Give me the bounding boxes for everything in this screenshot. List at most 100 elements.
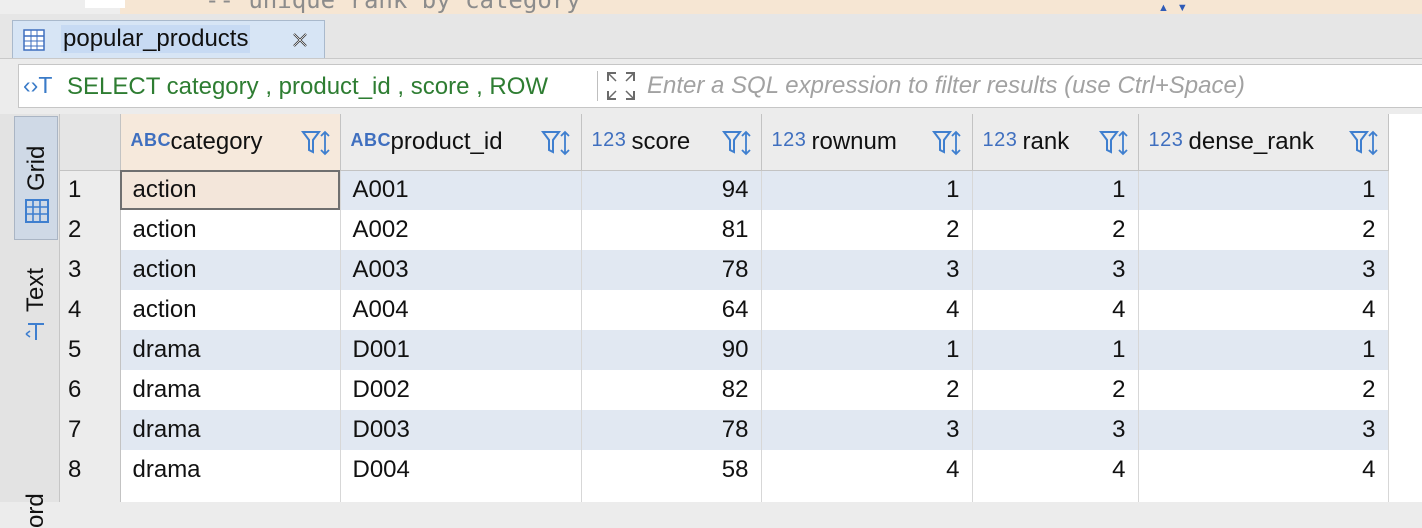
row-number-cell[interactable]: 3 xyxy=(60,250,121,290)
cell-rownum[interactable]: 3 xyxy=(761,250,973,290)
row-number-cell[interactable]: 8 xyxy=(60,450,121,490)
sql-query-preview[interactable]: SELECT category , product_id , score , R… xyxy=(67,73,549,100)
cell-rank[interactable]: 4 xyxy=(972,450,1139,490)
side-tab-record[interactable]: ord xyxy=(14,454,58,528)
cell-dense-rank[interactable]: 4 xyxy=(1138,450,1389,490)
cell-dense-rank[interactable]: 2 xyxy=(1138,210,1389,250)
cell-score[interactable]: 58 xyxy=(581,450,762,490)
side-tab-text[interactable]: Text xyxy=(14,264,58,364)
cell-category[interactable]: drama xyxy=(120,450,341,490)
row-number-cell[interactable]: 7 xyxy=(60,410,121,450)
cell-category[interactable]: action xyxy=(120,290,341,330)
row-number-cell[interactable]: 6 xyxy=(60,370,121,410)
table-row[interactable]: 5 drama D001 90 1 1 1 xyxy=(60,330,1389,370)
empty-cell xyxy=(1138,490,1389,502)
table-row[interactable]: 2 action A002 81 2 2 2 xyxy=(60,210,1389,250)
cell-category[interactable]: action xyxy=(120,250,341,290)
cell-rownum[interactable]: 4 xyxy=(761,290,973,330)
empty-cell xyxy=(340,490,582,502)
row-number-header[interactable] xyxy=(60,114,121,171)
cell-dense-rank[interactable]: 2 xyxy=(1138,370,1389,410)
cell-product-id[interactable]: A004 xyxy=(340,290,582,330)
cell-dense-rank[interactable]: 1 xyxy=(1138,330,1389,370)
table-row[interactable]: 7 drama D003 78 3 3 3 xyxy=(60,410,1389,450)
filter-separator xyxy=(597,71,598,101)
filter-sort-icon[interactable] xyxy=(931,128,962,158)
column-header-score[interactable]: 123 score xyxy=(581,114,762,171)
row-number-cell[interactable]: 2 xyxy=(60,210,121,250)
side-tab-grid[interactable]: Grid xyxy=(14,116,58,240)
close-icon[interactable] xyxy=(289,29,311,51)
filter-sort-icon[interactable] xyxy=(540,128,571,158)
column-name: category xyxy=(170,128,263,155)
results-grid[interactable]: ABC category ABC product_id 123 score 12… xyxy=(60,114,1422,502)
cell-rownum[interactable]: 2 xyxy=(761,370,973,410)
column-header-dense-rank[interactable]: 123 dense_rank xyxy=(1138,114,1389,171)
cell-product-id[interactable]: D003 xyxy=(340,410,582,450)
cell-product-id[interactable]: A003 xyxy=(340,250,582,290)
cell-dense-rank[interactable]: 3 xyxy=(1138,410,1389,450)
cell-dense-rank[interactable]: 4 xyxy=(1138,290,1389,330)
column-name: score xyxy=(631,128,691,155)
editor-code-line[interactable]: -- unique rank by category xyxy=(205,0,581,14)
column-header-rank[interactable]: 123 rank xyxy=(972,114,1139,171)
table-row[interactable]: 3 action A003 78 3 3 3 xyxy=(60,250,1389,290)
cell-product-id[interactable]: D001 xyxy=(340,330,582,370)
cell-dense-rank[interactable]: 1 xyxy=(1138,170,1389,210)
cell-product-id[interactable]: A001 xyxy=(340,170,582,210)
table-row[interactable]: 1 action A001 94 1 1 1 xyxy=(60,170,1389,210)
expand-icon[interactable] xyxy=(605,70,637,102)
column-header-rownum[interactable]: 123 rownum xyxy=(761,114,973,171)
column-header-category[interactable]: ABC category xyxy=(120,114,341,171)
column-name: dense_rank xyxy=(1188,128,1314,155)
editor-scroll-arrows-icon[interactable]: ▲▼ xyxy=(1158,2,1196,14)
cell-score[interactable]: 94 xyxy=(581,170,762,210)
empty-cell xyxy=(761,490,973,502)
row-number-cell[interactable]: 1 xyxy=(60,170,121,210)
cell-category[interactable]: drama xyxy=(120,330,341,370)
table-row[interactable]: 6 drama D002 82 2 2 2 xyxy=(60,370,1389,410)
cell-rownum[interactable]: 4 xyxy=(761,450,973,490)
filter-sort-icon[interactable] xyxy=(300,128,331,158)
tab-popular-products[interactable]: popular_products xyxy=(12,20,325,58)
filter-expression-input[interactable] xyxy=(647,69,1417,103)
cell-category[interactable]: action xyxy=(120,170,341,210)
cell-rownum[interactable]: 1 xyxy=(761,170,973,210)
cell-category[interactable]: action xyxy=(120,210,341,250)
row-number-cell[interactable]: 5 xyxy=(60,330,121,370)
filter-sort-icon[interactable] xyxy=(1348,128,1379,158)
cell-category[interactable]: drama xyxy=(120,370,341,410)
table-row[interactable]: 4 action A004 64 4 4 4 xyxy=(60,290,1389,330)
cell-category[interactable]: drama xyxy=(120,410,341,450)
filter-sort-icon[interactable] xyxy=(721,128,752,158)
cell-product-id[interactable]: A002 xyxy=(340,210,582,250)
column-header-product-id[interactable]: ABC product_id xyxy=(340,114,582,171)
cell-score[interactable]: 78 xyxy=(581,250,762,290)
cell-score[interactable]: 78 xyxy=(581,410,762,450)
empty-cell xyxy=(972,490,1139,502)
cell-score[interactable]: 64 xyxy=(581,290,762,330)
cell-rank[interactable]: 2 xyxy=(972,210,1139,250)
filter-sort-icon[interactable] xyxy=(1098,128,1129,158)
text-type-icon: ABC xyxy=(130,130,171,150)
cell-rownum[interactable]: 1 xyxy=(761,330,973,370)
cell-score[interactable]: 82 xyxy=(581,370,762,410)
cell-dense-rank[interactable]: 3 xyxy=(1138,250,1389,290)
sql-text-icon[interactable]: ‹›T xyxy=(23,72,53,98)
cell-product-id[interactable]: D002 xyxy=(340,370,582,410)
cell-rank[interactable]: 1 xyxy=(972,170,1139,210)
cell-product-id[interactable]: D004 xyxy=(340,450,582,490)
cell-rank[interactable]: 3 xyxy=(972,250,1139,290)
cell-score[interactable]: 81 xyxy=(581,210,762,250)
cell-rownum[interactable]: 2 xyxy=(761,210,973,250)
empty-cell xyxy=(60,490,121,502)
cell-rank[interactable]: 4 xyxy=(972,290,1139,330)
cell-rownum[interactable]: 3 xyxy=(761,410,973,450)
row-number-cell[interactable]: 4 xyxy=(60,290,121,330)
cell-rank[interactable]: 2 xyxy=(972,370,1139,410)
cell-rank[interactable]: 1 xyxy=(972,330,1139,370)
table-row[interactable]: 8 drama D004 58 4 4 4 xyxy=(60,450,1389,490)
cell-score[interactable]: 90 xyxy=(581,330,762,370)
sql-editor-strip[interactable]: -- unique rank by category ▲▼ xyxy=(0,0,1422,14)
cell-rank[interactable]: 3 xyxy=(972,410,1139,450)
